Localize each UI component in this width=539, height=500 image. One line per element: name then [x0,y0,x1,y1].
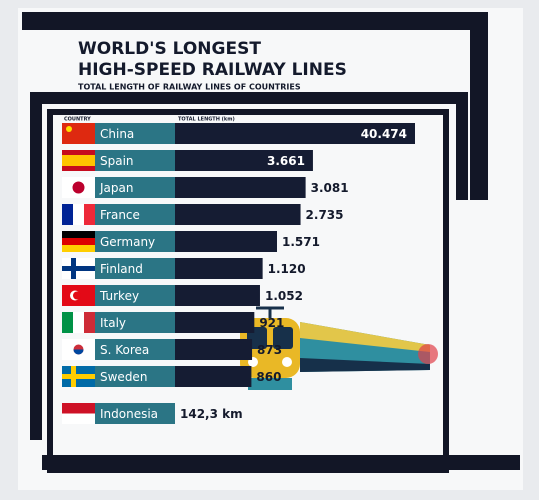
subtitle: TOTAL LENGTH OF RAILWAY LINES OF COUNTRI… [78,83,301,92]
title-line: WORLD'S LONGEST [78,39,261,59]
bar-label-box [95,312,175,333]
bar-label-box [95,339,175,360]
value-label: 921 [259,316,284,330]
train-base [248,378,292,390]
bar-label-box [95,177,175,198]
category-label: Turkey [99,289,139,303]
value-label: 1.052 [265,289,303,303]
train-window [273,327,293,349]
flag-cross [62,374,95,379]
bar-row: Italy 921 [62,312,284,333]
flag-band [84,204,95,225]
value-label: 142,3 km [180,407,243,421]
bar-label-box [95,231,175,252]
train-pantograph [256,306,284,318]
category-label: S. Korea [100,343,149,357]
category-label: Sweden [100,370,147,384]
category-label: Indonesia [100,407,158,421]
category-label: Germany [100,235,155,249]
value-label: 860 [256,370,281,384]
value-label: 3.081 [311,181,349,195]
value-label: 1.571 [282,235,320,249]
flag-band [73,204,84,225]
bar-row: Turkey 1.052 [62,285,303,306]
bar-label-box [95,258,175,279]
frame-bottom [42,455,520,470]
bar-row: China 40.474 [62,123,415,144]
train-tail-light [418,344,438,364]
category-label: Finland [100,262,143,276]
bar-row: Indonesia 142,3 km [62,403,243,424]
bar-label-box [95,150,175,171]
bar-row: Finland 1.120 [62,258,306,279]
flag-band [62,245,95,252]
flag-cross [62,266,95,271]
flag-band [84,312,95,333]
flag-band [62,155,95,166]
value-label: 873 [257,343,282,357]
bar-row: Japan 3.081 [62,177,349,198]
bar-row: Sweden 860 [62,366,281,387]
flag-band [62,312,73,333]
value-label: 2.735 [306,208,344,222]
flag [62,123,95,144]
bar-label-box [95,366,175,387]
flag-cross [71,366,76,387]
column-header: COUNTRY [64,117,91,123]
column-header: TOTAL LENGTH (km) [178,117,235,123]
category-label: Japan [99,181,133,195]
train-stripe [300,322,430,352]
flag-crescent [73,291,81,300]
flag-cross [71,258,76,279]
train-stripe [300,358,430,372]
flag-band [62,204,73,225]
flag-star [66,126,72,132]
bar-label-box [95,204,175,225]
value-label: 3.661 [267,154,305,168]
bar-row: France 2.735 [62,204,344,225]
category-label: Italy [100,316,126,330]
value-label: 40.474 [361,127,407,141]
category-label: Spain [100,154,134,168]
flag-disc [72,181,85,194]
bar-row: Spain 3.661 [62,150,313,171]
title-line: HIGH-SPEED RAILWAY LINES [78,60,347,80]
flag-band [73,312,84,333]
flag-band [62,403,95,414]
flag-disc [73,349,84,355]
bar-label-box [95,285,175,306]
bar-row: S. Korea 873 [62,339,282,360]
train-light [282,357,292,367]
bar-label-box [95,123,175,144]
flag-band [62,238,95,245]
category-label: France [100,208,140,222]
bar-label-box [95,403,175,424]
bar-row: Germany 1.571 [62,231,320,252]
category-label: China [100,127,134,141]
value-label: 1.120 [268,262,306,276]
flag-band [62,231,95,238]
